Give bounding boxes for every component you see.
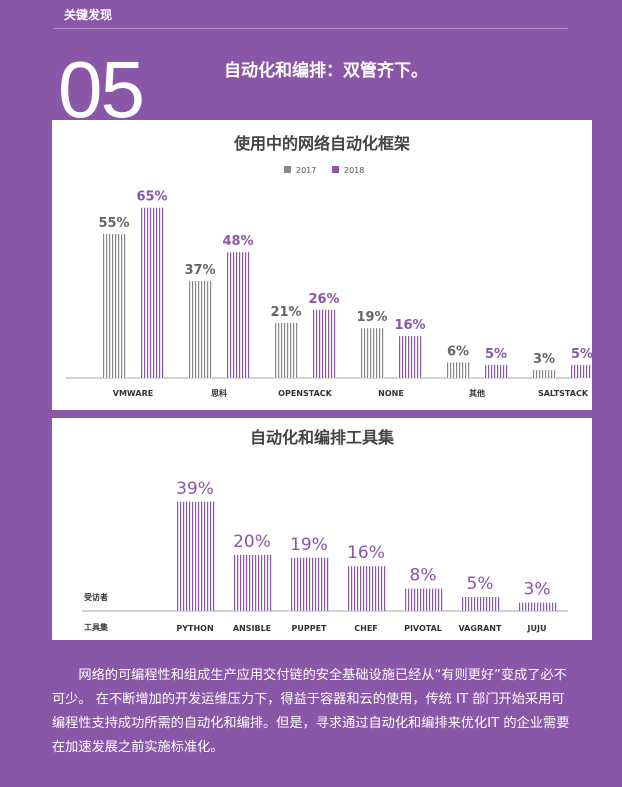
respondents-label: 受访者 [84, 592, 108, 602]
bar-2018-1 [226, 252, 250, 378]
body-paragraph: 网络的可编程性和组成生产应用交付链的安全基础设施已经从“有则更好”变成了必不可少… [52, 668, 570, 755]
data-label: 5% [485, 347, 507, 362]
data-label: 6% [447, 344, 469, 359]
x-tick-label: SALTSTACK [538, 389, 589, 398]
data-label: 19% [290, 535, 328, 555]
chart-panel-frameworks: 使用中的网络自动化框架 2017 2018 55% 65% VMWARE 37% 48%… [52, 120, 592, 410]
x-tick-label: 思科 [211, 388, 227, 398]
bar-2018-0 [140, 207, 164, 378]
bar-2018-3 [398, 336, 422, 378]
data-label: 39% [176, 479, 214, 499]
data-label: 5% [467, 574, 494, 594]
bar-4 [404, 588, 443, 611]
data-label: 8% [410, 566, 437, 586]
frameworks-chart: 使用中的网络自动化框架 2017 2018 55% 65% VMWARE 37% 48%… [66, 134, 592, 398]
x-tick-label: NONE [378, 389, 404, 398]
chart-title: 自动化和编排工具集 [250, 428, 395, 447]
bar-0 [176, 501, 215, 611]
x-tick-label: 其他 [469, 388, 485, 398]
bar-3 [347, 566, 386, 611]
bar-2017-4 [446, 362, 470, 378]
bar-2017-2 [274, 322, 298, 378]
x-tick-label: PIVOTAL [404, 624, 442, 633]
bar-2017-5 [532, 370, 556, 378]
legend-swatch-2017 [284, 166, 291, 173]
bar-1 [233, 555, 272, 611]
bar-5 [461, 597, 500, 611]
section-label: 关键发现 [64, 8, 113, 22]
legend-label-2017: 2017 [296, 166, 316, 175]
legend-label-2018: 2018 [344, 166, 364, 175]
data-label: 5% [571, 347, 592, 362]
bar-2 [290, 557, 329, 611]
section-number: 05 [58, 45, 145, 134]
bar-2018-2 [312, 309, 336, 378]
data-label: 21% [270, 305, 301, 320]
x-tick-label: PYTHON [176, 624, 213, 633]
x-tick-label: VAGRANT [459, 624, 502, 633]
bar-2017-0 [102, 233, 126, 378]
data-label: 20% [233, 532, 271, 552]
top-divider [54, 28, 568, 29]
toolset-label: 工具集 [84, 622, 109, 632]
chart-title: 使用中的网络自动化框架 [233, 134, 410, 153]
x-tick-label: VMWARE [113, 389, 153, 398]
bar-2017-3 [360, 328, 384, 378]
data-label: 3% [524, 580, 551, 600]
data-label: 48% [222, 234, 253, 249]
legend: 2017 2018 [284, 166, 364, 175]
bar-6 [518, 602, 557, 611]
data-label: 3% [533, 352, 555, 367]
data-label: 16% [347, 543, 385, 563]
toolsets-chart: 自动化和编排工具集 受访者 工具集 39% PYTHON 20% ANSIBLE 19%… [82, 428, 568, 633]
x-tick-label: PUPPET [291, 624, 327, 633]
bar-2017-1 [188, 281, 212, 378]
legend-swatch-2018 [332, 166, 339, 173]
data-label: 55% [98, 216, 129, 231]
data-label: 37% [184, 263, 215, 278]
bar-2018-4 [484, 364, 508, 378]
x-tick-label: CHEF [354, 624, 378, 633]
data-label: 65% [136, 190, 167, 205]
x-tick-label: ANSIBLE [233, 624, 271, 633]
data-label: 26% [308, 292, 339, 307]
data-label: 16% [394, 318, 425, 333]
chart-panel-toolsets: 自动化和编排工具集 受访者 工具集 39% PYTHON 20% ANSIBLE 19%… [52, 418, 592, 640]
headline: 自动化和编排：双管齐下。 [224, 61, 428, 81]
x-tick-label: JUJU [527, 624, 547, 633]
data-label: 19% [356, 310, 387, 325]
x-tick-label: OPENSTACK [278, 389, 332, 398]
bar-2018-5 [570, 364, 592, 378]
